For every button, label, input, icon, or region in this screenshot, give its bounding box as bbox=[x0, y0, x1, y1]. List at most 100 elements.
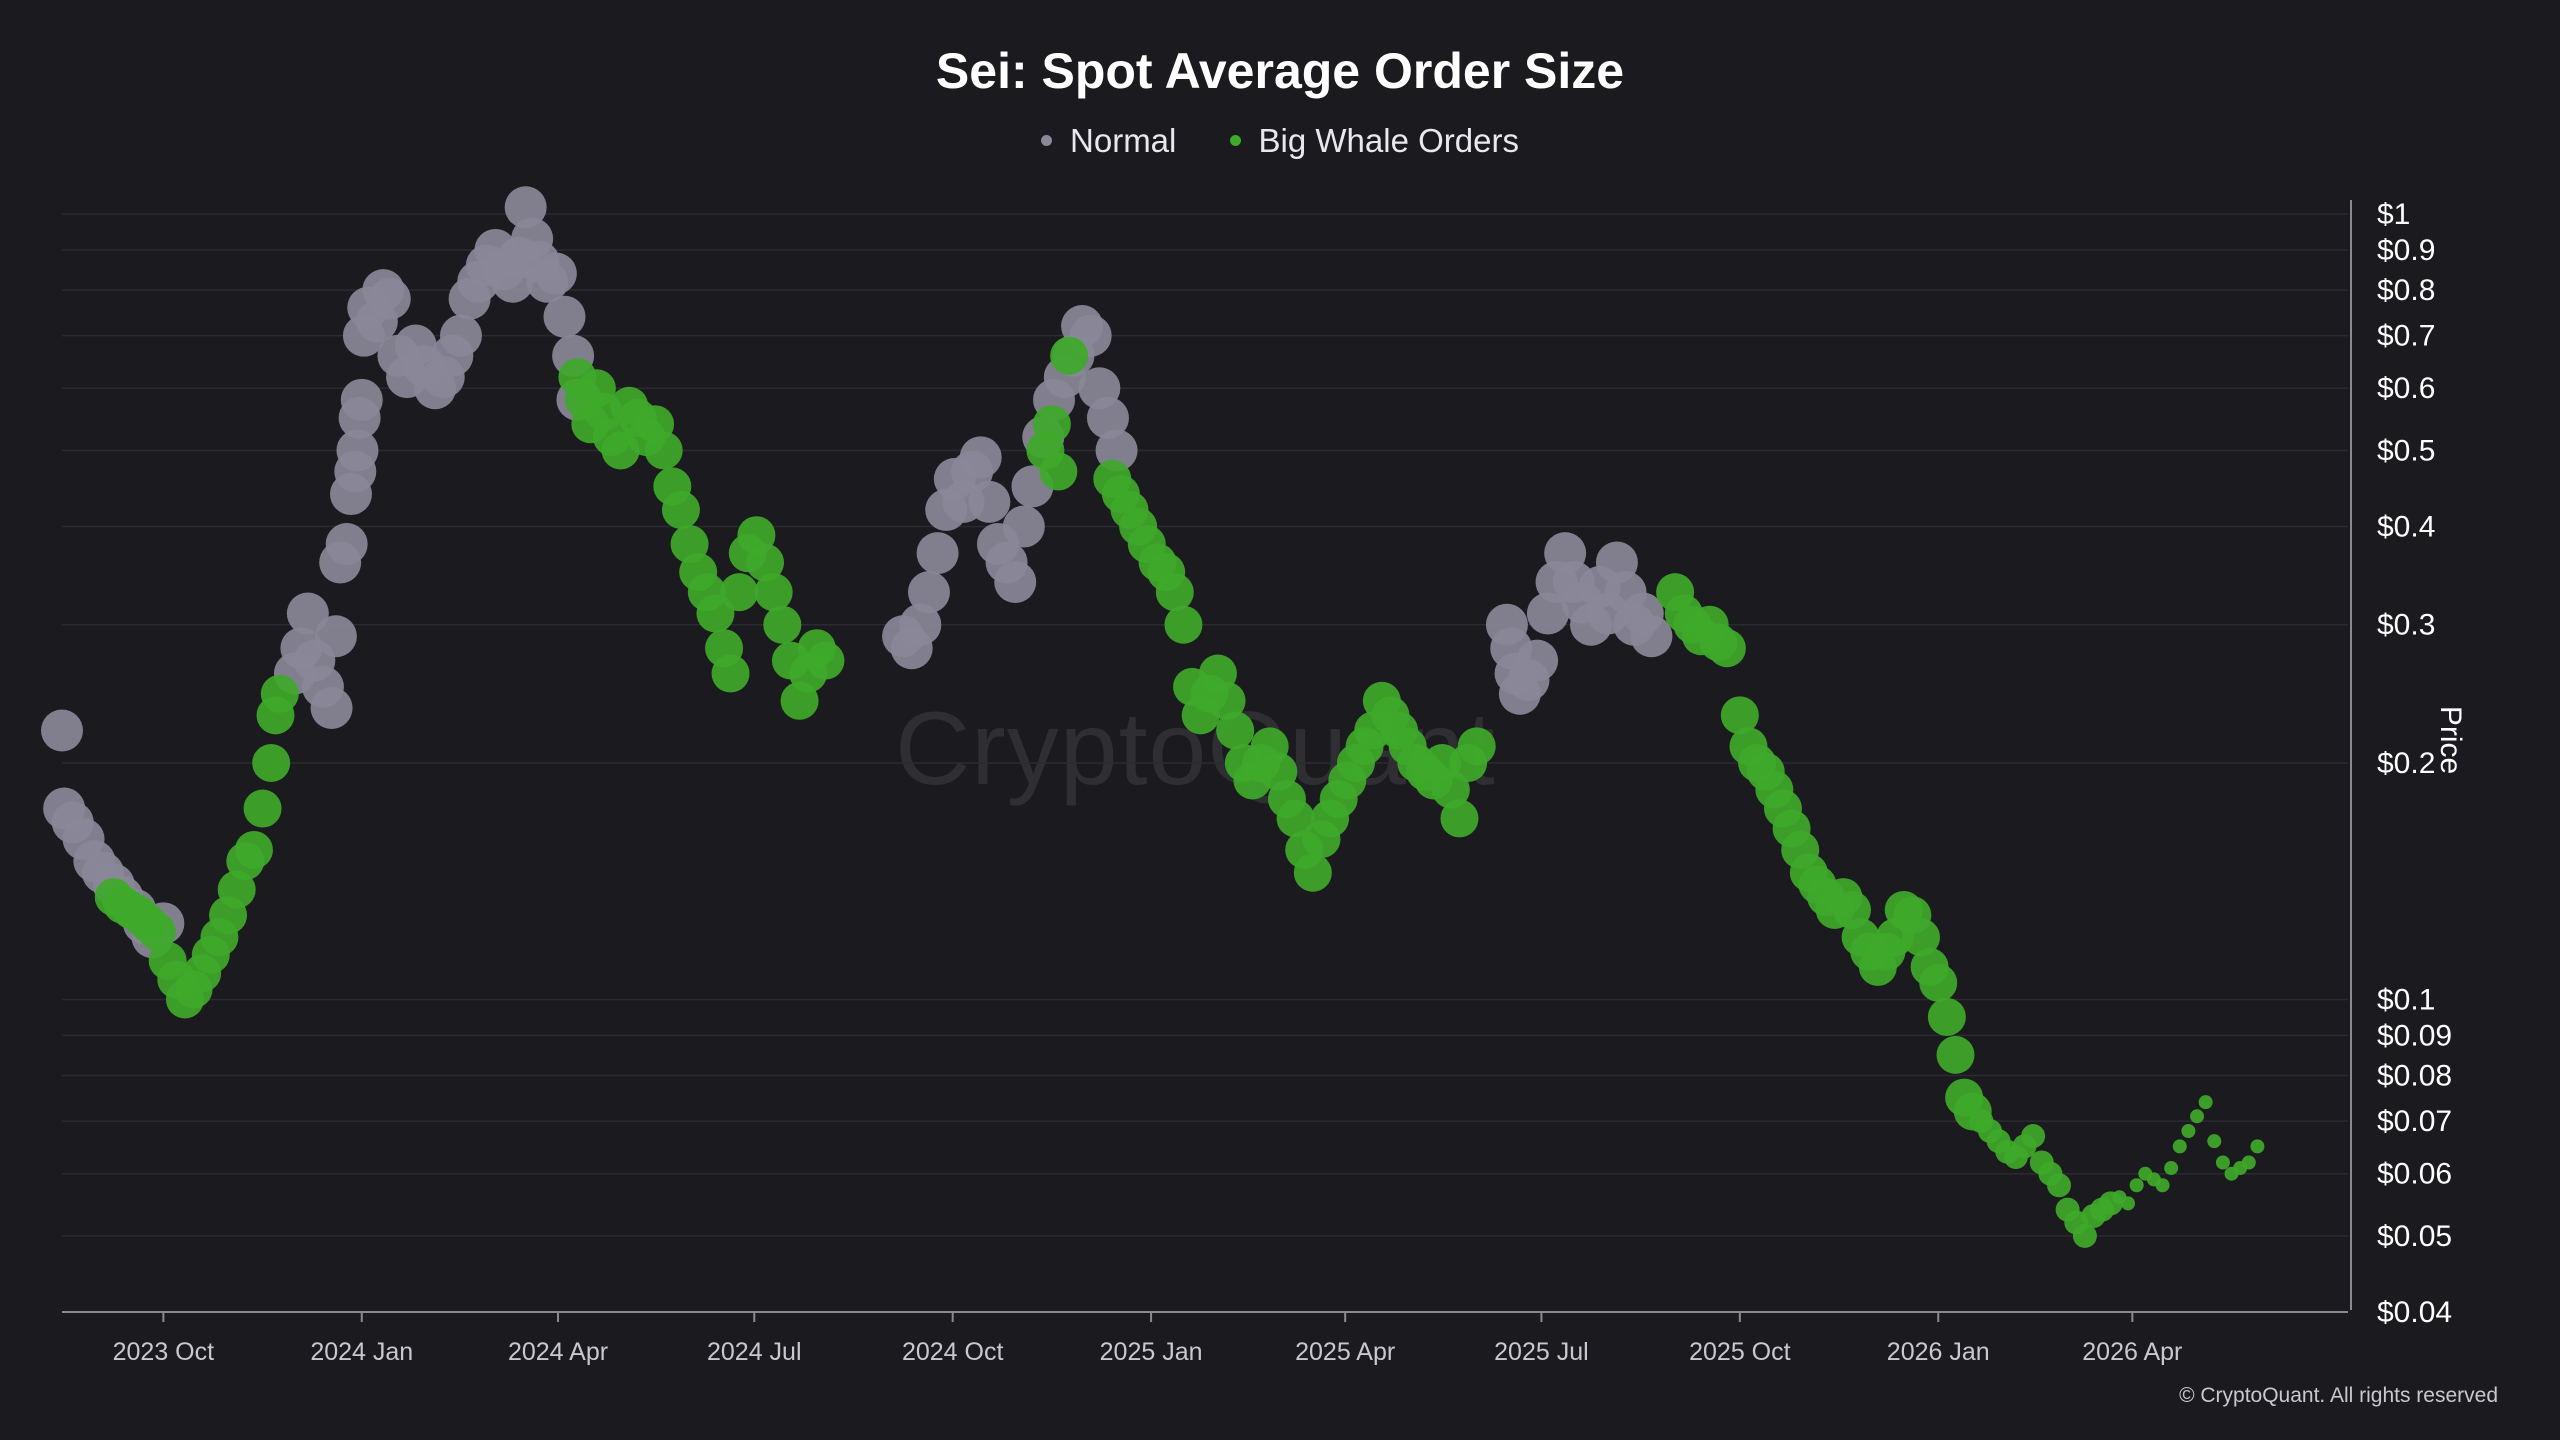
y-tick-label: $0.09 bbox=[2377, 1019, 2452, 1052]
data-point bbox=[2129, 1178, 2144, 1193]
x-tick-label: 2026 Apr bbox=[2082, 1338, 2182, 1366]
data-point bbox=[1086, 396, 1129, 439]
data-point bbox=[916, 532, 959, 575]
data-point bbox=[1526, 592, 1569, 635]
y-tick-label: $0.06 bbox=[2377, 1158, 2452, 1191]
data-point bbox=[763, 605, 802, 644]
legend-item-big-whale-orders[interactable]: Big Whale Orders bbox=[1229, 122, 1519, 160]
data-point bbox=[754, 573, 793, 612]
data-point bbox=[2190, 1109, 2205, 1124]
data-point bbox=[504, 186, 547, 229]
data-point bbox=[1155, 573, 1194, 612]
data-point bbox=[959, 436, 1002, 479]
legend-dot-big-whale-orders bbox=[1229, 134, 1241, 146]
data-point bbox=[1919, 963, 1958, 1002]
data-point bbox=[1050, 336, 1089, 375]
data-point bbox=[1720, 696, 1759, 735]
data-point bbox=[1936, 1035, 1975, 1074]
y-tick-label: $0.05 bbox=[2377, 1220, 2452, 1253]
y-axis-title: Price bbox=[2434, 705, 2467, 775]
data-point bbox=[1039, 452, 1078, 491]
data-point bbox=[310, 686, 353, 729]
y-tick-label: $0.08 bbox=[2377, 1060, 2452, 1093]
legend-dot-normal bbox=[1041, 134, 1053, 146]
data-point bbox=[746, 543, 785, 582]
y-tick-label: $0.3 bbox=[2377, 609, 2435, 642]
y-tick-label: $0.07 bbox=[2377, 1105, 2452, 1138]
y-tick-label: $0.5 bbox=[2377, 434, 2435, 467]
data-point bbox=[661, 490, 700, 529]
data-point bbox=[2155, 1178, 2170, 1193]
series-normal bbox=[41, 186, 1673, 959]
data-point bbox=[711, 654, 750, 693]
data-point bbox=[968, 480, 1011, 523]
y-tick-label: $0.9 bbox=[2377, 234, 2435, 267]
data-point bbox=[439, 314, 482, 357]
data-point bbox=[534, 252, 577, 295]
data-point bbox=[2121, 1196, 2136, 1211]
data-point bbox=[336, 429, 379, 472]
data-point bbox=[340, 378, 383, 421]
x-tick-label: 2024 Jan bbox=[310, 1338, 413, 1366]
series-big-whale-orders bbox=[94, 336, 2265, 1248]
data-point bbox=[2172, 1139, 2187, 1154]
data-point bbox=[325, 523, 368, 566]
data-point bbox=[2047, 1173, 2072, 1198]
data-point bbox=[2198, 1095, 2213, 1110]
data-point bbox=[137, 912, 176, 951]
data-point bbox=[2181, 1123, 2196, 1138]
data-point bbox=[899, 603, 942, 646]
legend-label-normal: Normal bbox=[1070, 122, 1177, 159]
x-tick-label: 2025 Apr bbox=[1295, 1338, 1395, 1366]
grid-lines bbox=[62, 213, 2348, 1237]
data-point bbox=[2164, 1161, 2179, 1176]
data-point bbox=[1457, 727, 1496, 766]
data-point bbox=[1927, 997, 1966, 1036]
data-point bbox=[2215, 1155, 2230, 1170]
data-point bbox=[2241, 1155, 2256, 1170]
legend-label-big-whale-orders: Big Whale Orders bbox=[1258, 122, 1519, 159]
data-point bbox=[1216, 711, 1255, 750]
data-point bbox=[1901, 918, 1940, 957]
data-point bbox=[1032, 405, 1071, 444]
y-tick-label: $0.8 bbox=[2377, 274, 2435, 307]
data-point bbox=[260, 674, 299, 713]
data-point bbox=[2207, 1134, 2222, 1149]
x-tick-label: 2025 Oct bbox=[1689, 1338, 1791, 1366]
data-point bbox=[1293, 853, 1332, 892]
x-tick-label: 2025 Jul bbox=[1494, 1338, 1589, 1366]
chart-title: Sei: Spot Average Order Size bbox=[935, 43, 1625, 99]
data-point bbox=[1516, 639, 1559, 682]
data-point bbox=[994, 560, 1037, 603]
x-tick-label: 2026 Jan bbox=[1887, 1338, 1990, 1366]
data-point bbox=[644, 431, 683, 470]
data-point bbox=[41, 709, 83, 752]
data-point bbox=[252, 744, 291, 782]
y-tick-label: $0.7 bbox=[2377, 320, 2435, 353]
data-point bbox=[2250, 1139, 2265, 1154]
data-point bbox=[234, 830, 273, 869]
data-point bbox=[806, 641, 845, 680]
y-tick-label: $0.6 bbox=[2377, 372, 2435, 405]
y-tick-label: $0.04 bbox=[2377, 1296, 2452, 1329]
y-tick-label: $1 bbox=[2377, 198, 2410, 231]
legend-item-normal[interactable]: Normal bbox=[1041, 122, 1176, 160]
data-point bbox=[1002, 505, 1045, 548]
y-tick-label: $0.2 bbox=[2377, 747, 2435, 780]
data-point bbox=[2021, 1124, 2046, 1149]
x-tick-label: 2024 Oct bbox=[902, 1338, 1004, 1366]
data-point bbox=[2072, 1223, 2097, 1248]
data-point bbox=[286, 592, 329, 635]
data-point bbox=[1207, 681, 1246, 720]
x-tick-label: 2025 Jan bbox=[1100, 1338, 1203, 1366]
x-tick-label: 2024 Jul bbox=[707, 1338, 802, 1366]
data-point bbox=[1440, 799, 1479, 838]
data-point bbox=[907, 571, 950, 614]
data-point bbox=[1276, 799, 1315, 838]
data-point bbox=[368, 277, 411, 320]
data-point bbox=[543, 295, 586, 338]
x-tick-label: 2023 Oct bbox=[113, 1338, 215, 1366]
y-tick-label: $0.1 bbox=[2377, 983, 2435, 1016]
